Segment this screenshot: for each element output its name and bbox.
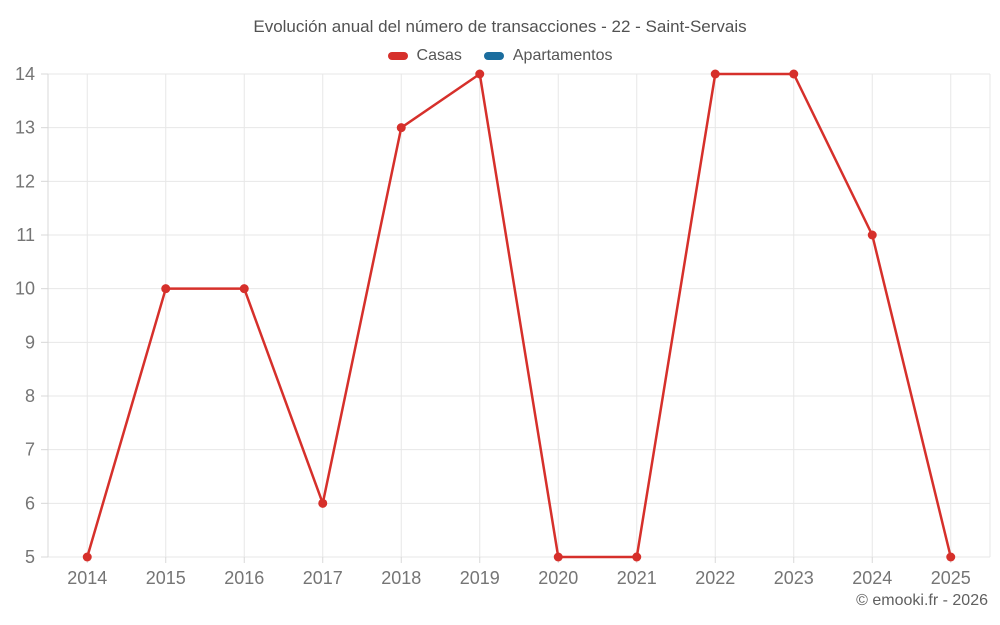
x-tick-label: 2021 (617, 568, 657, 588)
data-point (475, 69, 485, 79)
x-tick-label: 2018 (381, 568, 421, 588)
x-tick-label: 2023 (774, 568, 814, 588)
y-tick-label: 14 (15, 64, 35, 84)
y-tick-label: 13 (15, 118, 35, 138)
y-tick-label: 8 (25, 386, 35, 406)
chart-title: Evolución anual del número de transaccio… (253, 17, 747, 36)
y-tick-label: 7 (25, 440, 35, 460)
chart-legend: Casas Apartamentos (0, 47, 1000, 65)
data-point (789, 69, 799, 79)
data-point (396, 123, 406, 133)
x-tick-label: 2014 (67, 568, 107, 588)
x-tick-label: 2017 (303, 568, 343, 588)
data-point (318, 498, 328, 508)
legend-item-casas[interactable]: Casas (387, 47, 462, 65)
series-line-casas (86, 72, 952, 559)
data-point (867, 230, 877, 240)
y-tick-label: 5 (25, 547, 35, 567)
attribution-text: © emooki.fr - 2026 (856, 592, 988, 609)
y-tick-label: 6 (25, 493, 35, 513)
legend-item-apartamentos[interactable]: Apartamentos (483, 47, 613, 65)
legend-swatch-apartamentos-icon (483, 52, 504, 60)
y-tick-label: 10 (15, 279, 35, 299)
data-point (553, 552, 563, 562)
data-point (710, 69, 720, 79)
legend-swatch-casas-icon (387, 52, 408, 60)
legend-label-apartamentos: Apartamentos (512, 47, 613, 64)
x-tick-label: 2024 (852, 568, 892, 588)
x-tick-label: 2016 (224, 568, 264, 588)
data-point (239, 284, 249, 294)
x-tick-label: 2022 (695, 568, 735, 588)
y-tick-label: 9 (25, 332, 35, 352)
data-point (946, 552, 956, 562)
x-tick-label: 2015 (146, 568, 186, 588)
data-point (82, 552, 92, 562)
x-tick-label: 2019 (460, 568, 500, 588)
y-tick-label: 12 (15, 171, 35, 191)
data-point (632, 552, 642, 562)
y-tick-label: 11 (16, 225, 35, 245)
data-point (161, 284, 171, 294)
x-tick-label: 2020 (538, 568, 578, 588)
legend-label-casas: Casas (416, 47, 462, 64)
x-tick-label: 2025 (931, 568, 971, 588)
